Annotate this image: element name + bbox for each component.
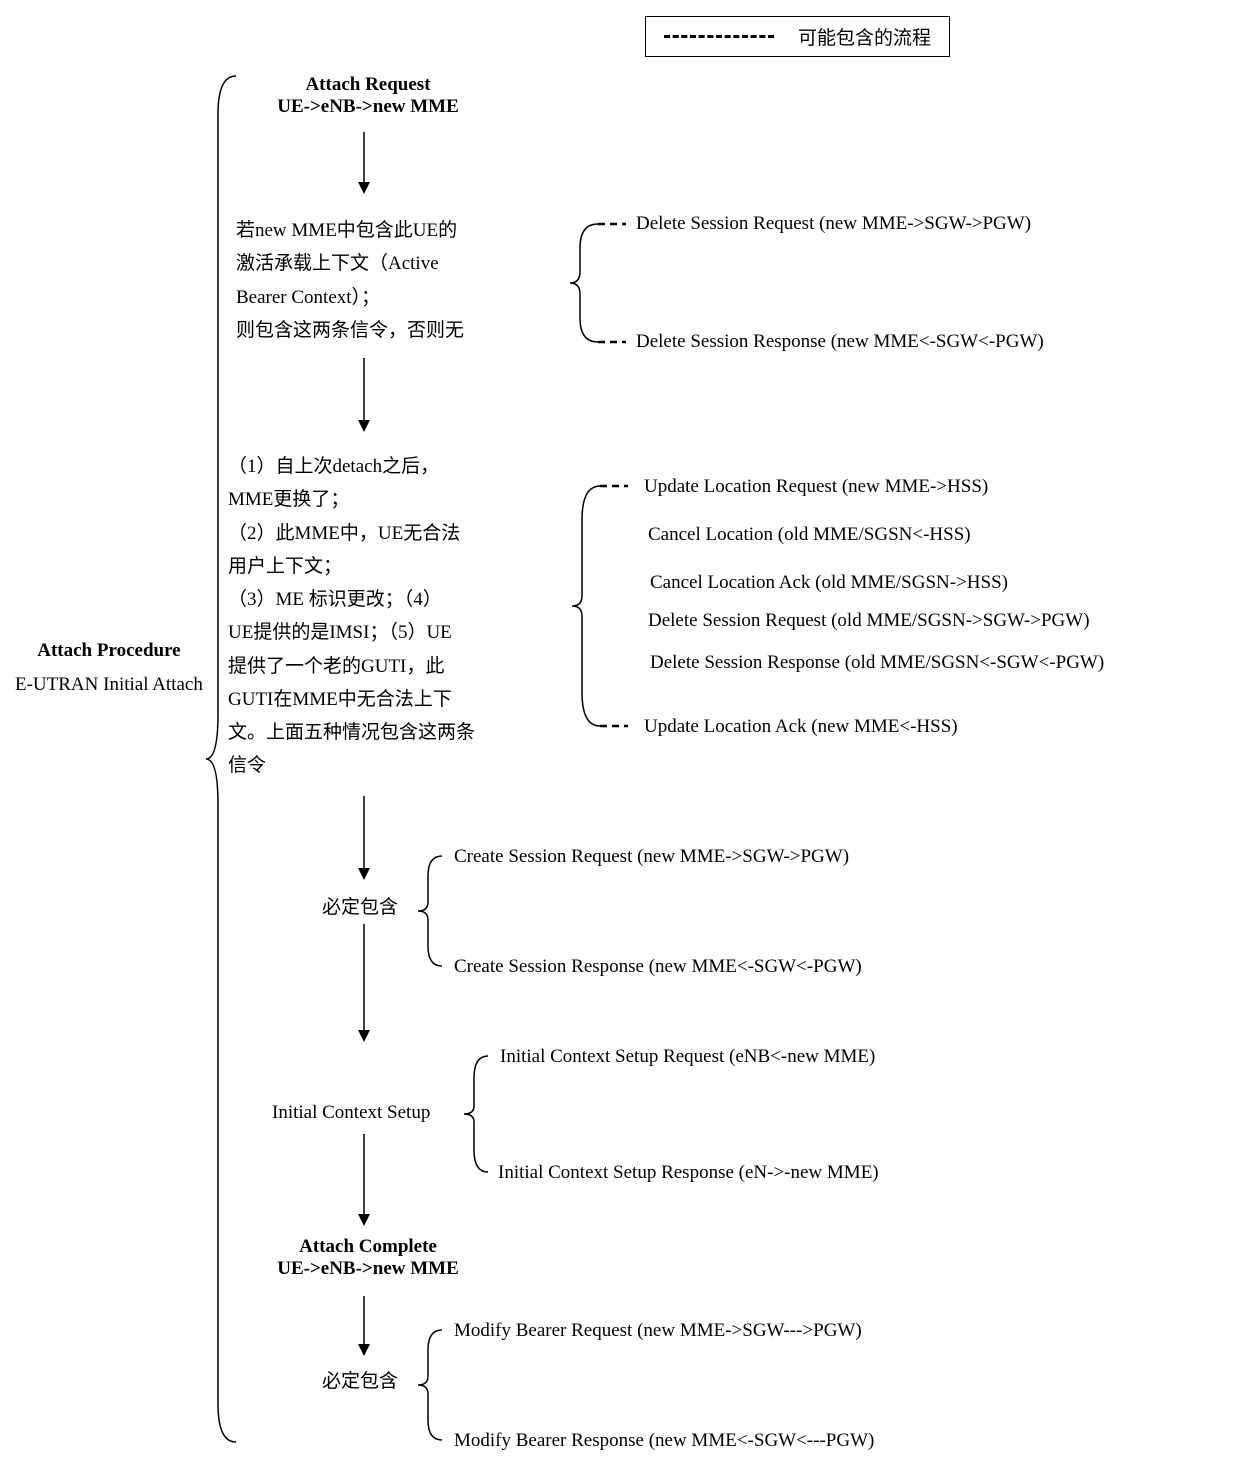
step-1-line2: UE->eNB->new MME <box>248 96 488 118</box>
arrow-5-6 <box>356 1134 372 1228</box>
s4-b1: Create Session Request (new MME->SGW->PG… <box>454 846 849 868</box>
step-6: Attach Complete UE->eNB->new MME <box>248 1236 488 1280</box>
s3-b1: Update Location Request (new MME->HSS) <box>644 476 988 498</box>
s3-b2: Cancel Location (old MME/SGSN<-HSS) <box>648 524 971 546</box>
arrow-3-4 <box>356 796 372 882</box>
brace-s4 <box>416 852 444 970</box>
arrow-4-5 <box>356 924 372 1044</box>
brace-s5 <box>462 1052 490 1176</box>
root-title-block: Attach Procedure E-UTRAN Initial Attach <box>15 640 203 696</box>
step-7-label: 必定包含 <box>322 1366 398 1393</box>
step-6-line2: UE->eNB->new MME <box>248 1258 488 1280</box>
brace-s7 <box>416 1326 444 1444</box>
step-3-text: （1）自上次detach之后，MME更换了；（2）此MME中，UE无合法用户上下… <box>228 450 566 783</box>
brace-s2 <box>568 218 638 348</box>
s3-b6: Update Location Ack (new MME<-HSS) <box>644 716 958 738</box>
legend-box: 可能包含的流程 <box>645 16 950 57</box>
s5-b1: Initial Context Setup Request (eNB<-new … <box>500 1046 875 1068</box>
s5-b2: Initial Context Setup Response (eN->-new… <box>498 1162 879 1184</box>
step-1: Attach Request UE->eNB->new MME <box>248 74 488 118</box>
s3-b4: Delete Session Request (old MME/SGSN->SG… <box>648 610 1090 632</box>
s2-branch-1: Delete Session Request (new MME->SGW->PG… <box>636 213 1031 235</box>
arrow-2-3 <box>356 358 372 434</box>
step-4-label: 必定包含 <box>322 892 398 919</box>
s2-branch-2: Delete Session Response (new MME<-SGW<-P… <box>636 331 1044 353</box>
legend-dash-sample <box>664 35 774 38</box>
step-2-text: 若new MME中包含此UE的激活承载上下文（ActiveBearer Cont… <box>236 214 556 347</box>
arrow-6-7 <box>356 1296 372 1358</box>
root-title: Attach Procedure <box>15 640 203 662</box>
s4-b2: Create Session Response (new MME<-SGW<-P… <box>454 956 862 978</box>
root-subtitle: E-UTRAN Initial Attach <box>15 674 203 696</box>
step-6-line1: Attach Complete <box>248 1236 488 1258</box>
brace-s3 <box>570 480 640 732</box>
s7-b2: Modify Bearer Response (new MME<-SGW<---… <box>454 1430 874 1452</box>
arrow-1-2 <box>356 132 372 196</box>
step-5-label: Initial Context Setup <box>272 1102 430 1124</box>
legend-label: 可能包含的流程 <box>798 23 931 50</box>
step-1-line1: Attach Request <box>248 74 488 96</box>
s3-b3: Cancel Location Ack (old MME/SGSN->HSS) <box>650 572 1008 594</box>
s7-b1: Modify Bearer Request (new MME->SGW--->P… <box>454 1320 862 1342</box>
s3-b5: Delete Session Response (old MME/SGSN<-S… <box>650 652 1104 674</box>
